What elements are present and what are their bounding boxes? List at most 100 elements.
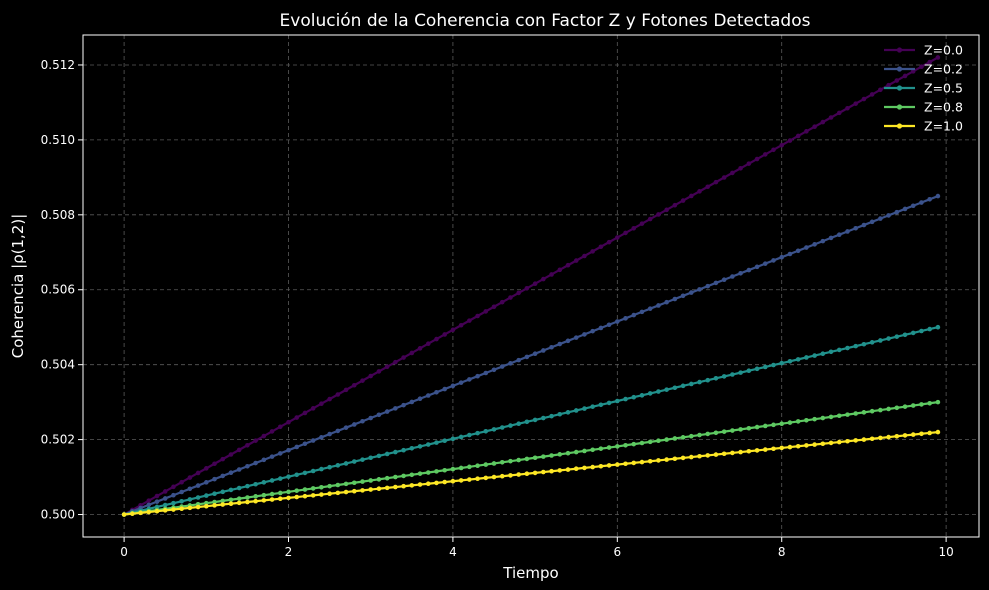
data-point [549,453,554,458]
data-point [179,489,184,495]
data-point [541,348,546,353]
data-point [425,481,431,487]
data-point [598,463,604,469]
data-point [467,432,472,438]
data-point [450,436,456,442]
data-point [483,370,489,376]
data-point [360,457,365,462]
data-point [475,463,480,469]
data-point [697,287,702,292]
data-point [261,457,267,463]
data-point [738,370,743,375]
data-point [277,496,283,502]
data-point [606,400,612,406]
legend-label: Z=0.5 [924,81,963,96]
data-point [919,64,924,70]
data-point [836,439,842,445]
data-point [310,438,316,443]
data-point [187,486,193,492]
data-point [804,245,809,250]
data-point [286,419,291,425]
data-point [557,468,563,473]
data-point [204,503,209,509]
data-point [335,482,341,488]
data-point [212,461,217,467]
data-point [393,406,398,411]
data-point [672,385,678,391]
data-point [450,327,456,333]
data-point [212,476,217,482]
data-point [467,477,472,482]
data-point [524,456,530,462]
data-point [787,444,793,450]
data-point [368,415,374,421]
data-point [886,406,891,412]
data-point [861,437,867,442]
data-point [820,415,826,421]
data-point [541,454,546,459]
data-point [245,495,250,500]
legend-item: Z=0.5 [884,81,963,96]
data-point [828,115,834,120]
data-point [532,417,538,423]
data-point [590,404,595,409]
legend-item: Z=0.8 [884,100,963,115]
data-point [853,438,858,443]
data-point [212,503,217,508]
data-point [417,396,423,402]
data-point [795,443,801,449]
data-point [845,412,850,417]
data-point [795,357,801,362]
data-point [902,433,908,438]
data-point [532,351,538,357]
data-point [294,472,300,478]
data-point [475,430,480,436]
data-point [598,446,604,451]
data-point [343,481,349,487]
data-point [738,449,743,455]
data-point [787,138,793,143]
data-point [335,428,341,434]
data-point [582,448,587,454]
series-z-0-8 [121,399,941,517]
data-point [672,456,678,462]
data-point [516,472,521,477]
data-point [393,484,398,490]
data-point [590,464,595,470]
data-point [121,512,127,517]
x-tick-label: 4 [449,545,457,559]
x-axis-label: Tiempo [502,564,558,582]
data-point [836,413,842,419]
data-point [927,326,932,332]
data-point [401,402,406,408]
data-point [384,485,390,491]
data-point [598,402,604,408]
data-point [688,290,694,295]
data-point [228,470,234,476]
y-tick-label: 0.502 [41,433,75,447]
data-point [294,494,300,500]
data-point [146,498,152,503]
data-point [261,433,267,439]
data-point [853,225,858,231]
legend-label: Z=1.0 [924,119,963,134]
data-point [253,494,258,499]
data-point [483,462,489,467]
data-point [869,436,875,442]
data-point [565,338,571,344]
data-point [615,398,620,404]
data-point [245,463,250,469]
data-point [820,119,826,125]
data-point [475,476,480,482]
data-point [409,350,415,356]
data-point [154,499,160,504]
data-point [434,336,439,342]
data-point [204,480,209,485]
data-point [878,338,883,343]
data-point [828,414,834,420]
grid [83,35,979,537]
data-point [573,408,579,413]
data-point [467,318,472,323]
data-point [319,492,324,497]
data-point [162,496,168,501]
